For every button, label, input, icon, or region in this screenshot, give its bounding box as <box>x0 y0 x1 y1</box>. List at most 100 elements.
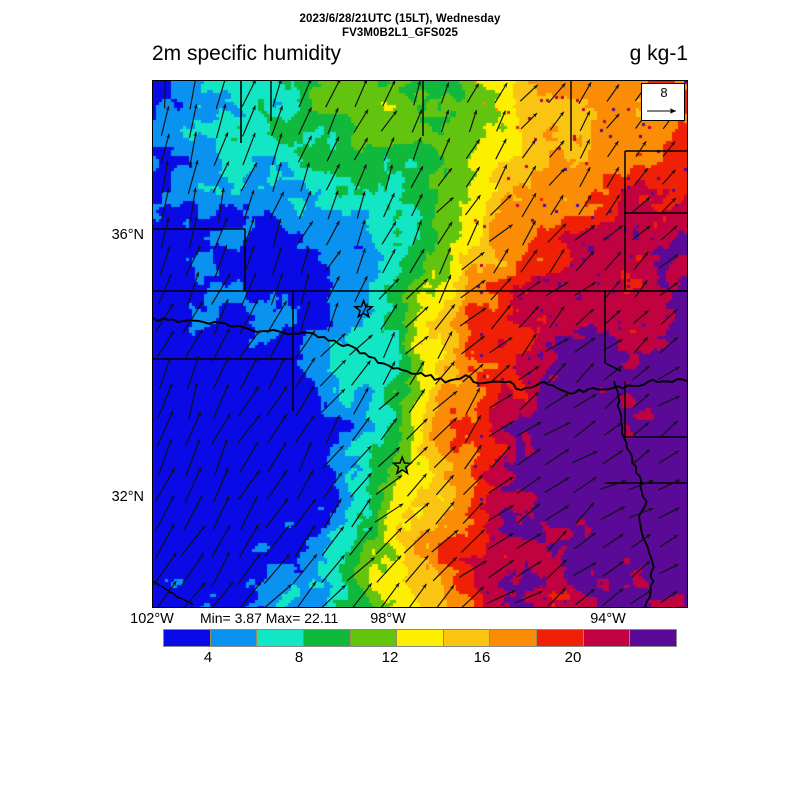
wind-vector <box>241 81 256 107</box>
wind-vector <box>408 388 426 414</box>
wind-vector <box>356 248 366 274</box>
border-line <box>153 580 194 606</box>
wind-vector <box>657 479 681 491</box>
wind-vector <box>159 246 171 276</box>
wind-vector <box>630 589 652 605</box>
wind-vector <box>211 328 231 362</box>
wind-vector <box>326 136 340 162</box>
wind-vector <box>602 533 624 549</box>
wind-vector <box>320 388 346 414</box>
wind-vector <box>294 330 316 360</box>
wind-vector <box>158 274 172 304</box>
wind-vector <box>214 244 228 278</box>
colorbar-label-20: 20 <box>564 649 582 666</box>
map-plot-area[interactable]: 8 <box>152 80 688 608</box>
wind-vector <box>214 216 228 250</box>
wind-vector <box>265 498 289 528</box>
wind-vector <box>633 310 649 324</box>
wind-vector <box>434 304 456 330</box>
wind-vector <box>486 589 516 605</box>
wind-vector <box>271 246 283 276</box>
wind-vector <box>237 552 261 586</box>
wind-vector <box>544 448 570 466</box>
wind-vector <box>354 81 367 108</box>
datetime-title: 2023/6/28/21UTC (15LT), Wednesday <box>299 13 501 25</box>
wind-vector <box>346 556 376 582</box>
wind-vector <box>264 525 290 557</box>
lon-label-94w: 94°W <box>590 611 626 627</box>
wind-vector <box>380 110 398 132</box>
wind-vector <box>211 581 234 607</box>
wind-vector <box>488 559 514 579</box>
wind-vector <box>404 502 430 524</box>
wind-vector <box>547 530 567 552</box>
wind-vector <box>325 81 341 108</box>
wind-vector <box>573 532 597 550</box>
wind-vector <box>489 224 513 242</box>
wind-vector <box>270 272 284 306</box>
wind-vector <box>659 534 679 548</box>
wind-vector <box>405 306 429 328</box>
wind-vector <box>496 110 506 132</box>
wind-vector <box>411 109 423 133</box>
wind-vector <box>605 194 621 216</box>
wind-vector <box>517 503 541 523</box>
wind-vector <box>267 328 287 362</box>
wind-vector <box>548 168 566 186</box>
wind-vector <box>350 472 372 498</box>
wind-vector <box>460 279 486 299</box>
wind-vector <box>182 300 204 334</box>
wind-vector <box>353 109 369 133</box>
wind-vector <box>381 221 397 245</box>
wind-vector <box>187 160 199 194</box>
wind-vector <box>490 277 512 301</box>
wind-vector <box>605 309 621 325</box>
wind-vector <box>325 163 341 191</box>
wind-vector <box>516 560 542 578</box>
wind-vector <box>405 278 429 300</box>
wind-vector <box>239 356 259 390</box>
wind-vector <box>516 533 542 549</box>
colorbar-segment-10 <box>630 630 677 646</box>
wind-vector <box>409 248 425 274</box>
wind-vector <box>272 162 282 192</box>
wind-vector <box>183 329 203 361</box>
border-line <box>613 380 655 607</box>
wind-vector <box>465 166 481 188</box>
wind-vector <box>574 337 596 353</box>
wind-vector <box>487 532 515 550</box>
wind-vector <box>628 479 654 491</box>
lon-label-98w: 98°W <box>370 611 406 627</box>
wind-vector <box>266 300 288 334</box>
wind-vector <box>271 105 283 137</box>
wind-vector <box>300 162 310 192</box>
wind-vector <box>602 449 624 465</box>
wind-vector <box>432 556 458 582</box>
colorbar[interactable] <box>163 629 677 647</box>
wind-vector <box>156 410 174 448</box>
wind-vector <box>632 422 650 436</box>
wind-vector <box>543 421 571 437</box>
wind-vector <box>298 190 312 220</box>
arrow-right-icon <box>647 108 676 114</box>
wind-vector <box>546 559 568 579</box>
wind-vector <box>183 495 203 531</box>
wind-vector <box>327 190 339 220</box>
wind-vector <box>181 552 205 586</box>
wind-vector <box>438 247 452 275</box>
wind-vector <box>154 467 176 503</box>
wind-vector <box>461 251 485 271</box>
wind-vector <box>631 225 651 241</box>
wind-vector <box>298 441 312 473</box>
wind-vector <box>437 167 453 187</box>
wind-vector <box>468 109 478 133</box>
wind-vector <box>211 524 231 558</box>
colorbar-label-4: 4 <box>203 649 213 666</box>
wind-vector <box>631 533 651 549</box>
wind-vector <box>356 191 366 219</box>
wind-vector <box>600 506 626 520</box>
wind-vector <box>271 132 283 166</box>
wind-vector <box>465 194 481 216</box>
wind-vector <box>574 225 596 241</box>
wind-vector <box>466 220 480 246</box>
